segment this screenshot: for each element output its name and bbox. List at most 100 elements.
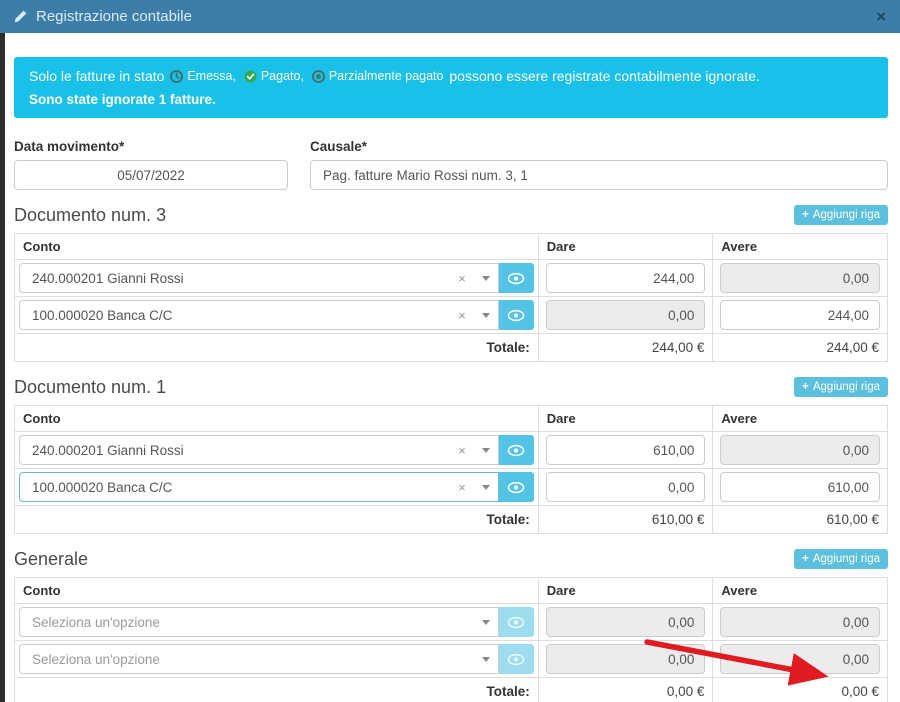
- status-parzialmente-pagato-label: Parzialmente pagato: [328, 69, 444, 84]
- conto-select[interactable]: 240.000201 Gianni Rossi ×: [19, 435, 499, 466]
- dot-circle-icon: [311, 69, 325, 83]
- column-conto: Conto: [14, 577, 539, 605]
- column-dare: Dare: [537, 233, 714, 261]
- table-row: 100.000020 Banca C/C ×: [14, 468, 888, 507]
- view-account-button[interactable]: [498, 263, 534, 294]
- conto-select[interactable]: 100.000020 Banca C/C ×: [19, 472, 499, 503]
- eye-icon: [508, 444, 525, 456]
- section-title: Documento num. 1: [14, 376, 167, 397]
- view-account-button[interactable]: [498, 472, 534, 503]
- eye-icon: [508, 272, 525, 284]
- modal-title: Registrazione contabile: [36, 8, 192, 25]
- alert-summary: Sono state ignorate 1 fatture.: [29, 92, 216, 108]
- totale-dare: 610,00 €: [537, 505, 714, 535]
- table-row: Seleziona un'opzione: [14, 640, 888, 679]
- status-parzialmente-pagato: Parzialmente pagato: [311, 65, 444, 87]
- totale-dare: 244,00 €: [537, 333, 714, 363]
- status-emessa-label: Emessa,: [187, 69, 236, 84]
- clear-selection-icon[interactable]: ×: [458, 270, 466, 286]
- document-table: Conto Dare Avere Seleziona un'opzione: [14, 577, 888, 702]
- alert-outro: possono essere registrate contabilmente …: [449, 68, 760, 84]
- pencil-icon: [14, 10, 27, 23]
- column-conto: Conto: [14, 405, 539, 433]
- table-row: 100.000020 Banca C/C ×: [14, 296, 888, 335]
- chevron-down-icon: [481, 619, 490, 625]
- clear-selection-icon[interactable]: ×: [458, 442, 466, 458]
- chevron-down-icon: [481, 275, 490, 281]
- section-title: Generale: [14, 548, 89, 569]
- conto-select[interactable]: 240.000201 Gianni Rossi ×: [19, 263, 499, 294]
- dare-input[interactable]: [545, 263, 706, 294]
- conto-select-value: 240.000201 Gianni Rossi: [32, 442, 184, 458]
- add-row-label: Aggiungi riga: [812, 381, 880, 394]
- avere-input: [720, 263, 880, 294]
- column-avere: Avere: [712, 405, 888, 433]
- column-avere: Avere: [712, 233, 888, 261]
- eye-icon: [508, 309, 525, 321]
- conto-select-value: 240.000201 Gianni Rossi: [32, 270, 184, 286]
- conto-select[interactable]: 100.000020 Banca C/C ×: [19, 300, 499, 331]
- eye-icon: [508, 653, 525, 665]
- table-row: 240.000201 Gianni Rossi ×: [14, 259, 888, 298]
- dare-input[interactable]: [545, 435, 706, 466]
- plus-icon: +: [802, 553, 809, 566]
- dare-input: [545, 607, 706, 638]
- clear-selection-icon[interactable]: ×: [458, 479, 466, 495]
- totale-row: Totale: 244,00 € 244,00 €: [14, 333, 888, 363]
- causale-input[interactable]: [310, 160, 888, 191]
- dare-input: [545, 644, 706, 675]
- close-icon[interactable]: ×: [876, 7, 886, 26]
- conto-select-value: 100.000020 Banca C/C: [32, 479, 173, 495]
- totale-label: Totale:: [14, 677, 539, 702]
- dare-input: [545, 300, 706, 331]
- add-row-button[interactable]: + Aggiungi riga: [794, 549, 888, 570]
- dare-input[interactable]: [545, 472, 706, 503]
- conto-select-value: 100.000020 Banca C/C: [32, 307, 173, 323]
- conto-select-placeholder: Seleziona un'opzione: [32, 614, 160, 630]
- totale-row: Totale: 0,00 € 0,00 €: [14, 677, 888, 702]
- table-row: 240.000201 Gianni Rossi ×: [14, 431, 888, 470]
- view-account-button[interactable]: [498, 435, 534, 466]
- check-circle-icon: [244, 70, 257, 83]
- conto-select[interactable]: Seleziona un'opzione: [19, 607, 499, 638]
- avere-input[interactable]: [720, 472, 880, 503]
- section-title: Documento num. 3: [14, 204, 167, 225]
- clock-icon: [170, 69, 184, 83]
- info-alert: Solo le fatture in stato Emessa, Pagato,: [14, 57, 888, 119]
- avere-input[interactable]: [720, 300, 880, 331]
- form-row: Data movimento* Causale*: [14, 139, 888, 191]
- table-row: Seleziona un'opzione: [14, 603, 888, 642]
- column-conto: Conto: [14, 233, 539, 261]
- clear-selection-icon[interactable]: ×: [458, 307, 466, 323]
- totale-avere: 244,00 €: [712, 333, 888, 363]
- plus-icon: +: [802, 381, 809, 394]
- chevron-down-icon: [481, 312, 490, 318]
- totale-dare: 0,00 €: [537, 677, 714, 702]
- data-movimento-input[interactable]: [14, 160, 288, 191]
- column-dare: Dare: [537, 405, 714, 433]
- view-account-button: [498, 607, 534, 638]
- column-avere: Avere: [712, 577, 888, 605]
- add-row-button[interactable]: + Aggiungi riga: [794, 377, 888, 398]
- totale-row: Totale: 610,00 € 610,00 €: [14, 505, 888, 535]
- totale-avere: 0,00 €: [712, 677, 888, 702]
- document-table: Conto Dare Avere 240.000201 Gianni Rossi…: [14, 233, 888, 363]
- totale-label: Totale:: [14, 333, 539, 363]
- column-dare: Dare: [537, 577, 714, 605]
- add-row-label: Aggiungi riga: [812, 553, 880, 566]
- data-movimento-label: Data movimento*: [14, 139, 125, 155]
- view-account-button[interactable]: [498, 300, 534, 331]
- chevron-down-icon: [481, 484, 490, 490]
- eye-icon: [508, 616, 525, 628]
- avere-input: [720, 607, 880, 638]
- conto-select-placeholder: Seleziona un'opzione: [32, 651, 160, 667]
- avere-input: [720, 644, 880, 675]
- alert-line-1: Solo le fatture in stato Emessa, Pagato,: [29, 65, 873, 88]
- modal-body: Solo le fatture in stato Emessa, Pagato,: [5, 33, 900, 702]
- conto-select[interactable]: Seleziona un'opzione: [19, 644, 499, 675]
- add-row-button[interactable]: + Aggiungi riga: [794, 205, 888, 226]
- chevron-down-icon: [481, 656, 490, 662]
- causale-label: Causale*: [310, 139, 368, 155]
- chevron-down-icon: [481, 447, 490, 453]
